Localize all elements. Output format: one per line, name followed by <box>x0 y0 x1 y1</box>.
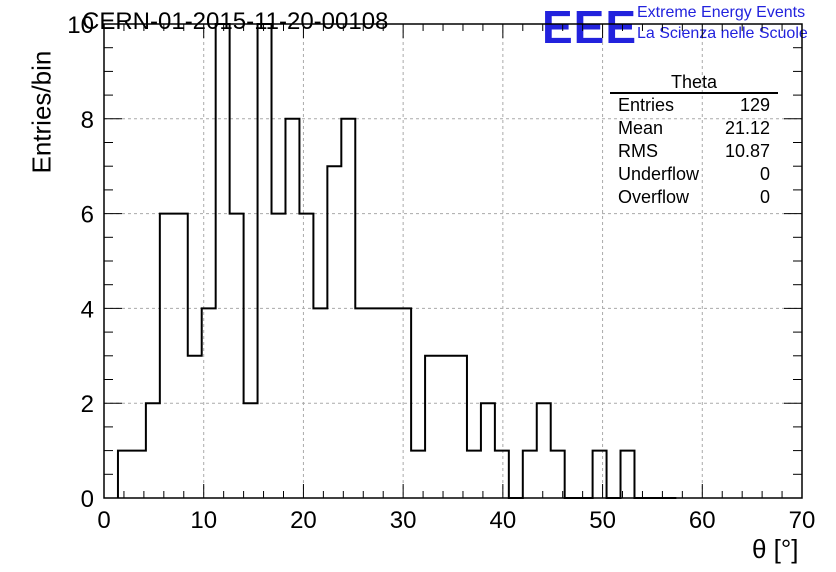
stats-label: Mean <box>618 118 664 138</box>
stats-label: Overflow <box>618 187 690 207</box>
stats-value: 10.87 <box>724 141 770 161</box>
stats-row-overflow: Overflow 0 <box>610 186 778 209</box>
x-tick-label: 40 <box>490 507 517 534</box>
chart-title: CERN-01-2015-11-20-00108 <box>82 8 389 35</box>
stats-row-mean: Mean 21.12 <box>610 117 778 140</box>
y-tick-label: 8 <box>81 107 94 134</box>
eee-logo-line1: Extreme Energy Events <box>637 4 806 21</box>
y-axis-label: Entries/bin <box>26 50 57 174</box>
stats-value: 0 <box>759 187 770 207</box>
stats-row-underflow: Underflow 0 <box>610 163 778 186</box>
x-tick-label: 60 <box>689 507 716 534</box>
y-tick-label: 6 <box>81 202 94 229</box>
stats-row-entries: Entries 129 <box>610 94 778 117</box>
x-tick-label: 10 <box>190 507 217 534</box>
y-tick-label: 2 <box>81 391 94 418</box>
stats-label: Entries <box>618 95 675 115</box>
x-tick-label: 50 <box>589 507 616 534</box>
stats-label: Underflow <box>618 164 700 184</box>
stats-name: Theta <box>610 72 778 94</box>
stats-row-rms: RMS 10.87 <box>610 140 778 163</box>
y-tick-label: 0 <box>81 486 94 513</box>
stats-value: 21.12 <box>724 118 770 138</box>
plot-frame <box>103 23 803 499</box>
histogram-outline <box>116 23 677 499</box>
x-tick-label: 20 <box>290 507 317 534</box>
stats-box: Theta Entries 129 Mean 21.12 RMS 10.87 U… <box>610 72 778 209</box>
x-tick-label: 0 <box>97 507 110 534</box>
y-tick-label: 4 <box>81 296 94 323</box>
x-tick-label: 70 <box>789 507 816 534</box>
eee-logo: EEE <box>542 1 638 53</box>
eee-logo-line2: La Scienza nelle Scuole <box>637 25 808 42</box>
stats-label: RMS <box>618 141 658 161</box>
x-axis-label: θ [°] <box>752 534 799 564</box>
y-tick-label: 10 <box>67 12 94 39</box>
stats-value: 0 <box>759 164 770 184</box>
x-tick-label: 30 <box>390 507 417 534</box>
stats-value: 129 <box>739 95 770 115</box>
